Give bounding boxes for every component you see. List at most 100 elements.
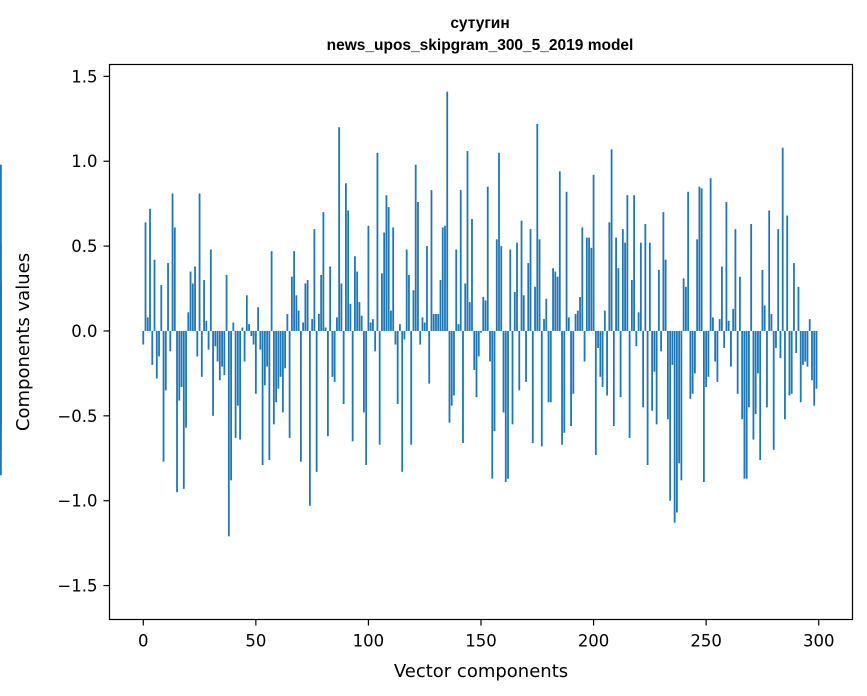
bar xyxy=(225,274,228,331)
bar xyxy=(450,330,453,406)
bar xyxy=(250,330,253,337)
bar xyxy=(448,330,451,423)
bar xyxy=(531,330,534,443)
bar xyxy=(441,227,444,331)
bar xyxy=(432,314,435,331)
bar xyxy=(682,278,685,331)
bar xyxy=(673,330,676,523)
bar xyxy=(689,330,692,399)
bar xyxy=(642,330,645,408)
bar xyxy=(401,330,404,472)
bar xyxy=(239,330,241,440)
bar xyxy=(399,324,401,331)
bar xyxy=(272,330,275,425)
bar xyxy=(545,298,548,331)
bar xyxy=(347,210,350,331)
bar xyxy=(759,330,762,460)
bar xyxy=(169,330,172,352)
bar xyxy=(486,186,489,331)
chart-title-line: news_upos_skipgram_300_5_2019 model xyxy=(327,37,634,54)
bar xyxy=(775,330,777,348)
bar xyxy=(358,302,361,331)
bar xyxy=(585,237,588,331)
bar xyxy=(372,319,374,331)
x-tick-label: 100 xyxy=(353,632,385,651)
bar xyxy=(299,330,302,462)
bar xyxy=(203,280,205,331)
bar xyxy=(804,330,807,362)
bar xyxy=(628,330,631,438)
bar xyxy=(360,315,363,331)
bar xyxy=(252,330,255,345)
bar xyxy=(419,330,422,345)
bar xyxy=(712,317,714,331)
bar xyxy=(813,330,816,406)
bar xyxy=(378,330,381,445)
bar xyxy=(394,330,397,345)
bar xyxy=(504,330,507,483)
bar xyxy=(477,330,480,357)
bar xyxy=(421,317,424,331)
bar xyxy=(786,215,789,331)
bar xyxy=(286,314,289,331)
bar xyxy=(284,330,287,369)
bar xyxy=(500,246,503,331)
bar xyxy=(489,330,491,362)
bar xyxy=(302,322,305,331)
bar xyxy=(209,249,212,331)
bar xyxy=(709,178,712,331)
bar xyxy=(383,232,386,331)
y-tick-label: 1.5 xyxy=(71,67,97,86)
bar xyxy=(414,164,417,331)
bar xyxy=(164,330,167,391)
bar xyxy=(261,330,264,466)
bar xyxy=(423,322,426,331)
bar xyxy=(245,295,248,331)
bar xyxy=(435,314,437,331)
bar xyxy=(191,283,194,331)
bar xyxy=(268,330,271,460)
bar xyxy=(459,190,462,331)
bar xyxy=(635,330,638,347)
bar xyxy=(167,263,169,331)
bar xyxy=(772,330,775,450)
x-tick-label: 50 xyxy=(245,632,266,651)
bar xyxy=(146,317,149,331)
bar xyxy=(565,191,568,331)
bar xyxy=(354,256,356,331)
bar xyxy=(153,259,156,331)
bar xyxy=(540,330,543,447)
bar xyxy=(365,330,368,466)
bar xyxy=(270,251,273,331)
bar xyxy=(547,330,550,403)
bar xyxy=(324,327,327,331)
bar xyxy=(495,239,498,331)
bar xyxy=(158,330,160,357)
bar xyxy=(367,225,370,331)
bar xyxy=(196,330,199,357)
bar xyxy=(666,330,669,420)
x-tick-label: 250 xyxy=(690,632,722,651)
bar xyxy=(412,290,415,331)
chart-title-line: сутугин xyxy=(450,15,509,32)
bar xyxy=(806,330,809,367)
bar xyxy=(581,227,584,331)
bar xyxy=(703,330,705,483)
bar xyxy=(471,218,473,331)
bar xyxy=(0,290,2,331)
bar xyxy=(313,229,316,331)
bar xyxy=(648,242,651,331)
bar xyxy=(594,330,597,455)
bar xyxy=(662,212,665,331)
y-axis: −1.5 −1.0 −0.5 0.0 0.5 1.0 1.5 xyxy=(57,67,110,596)
bar xyxy=(763,305,766,331)
bar xyxy=(516,242,518,331)
bar xyxy=(297,310,300,331)
bar xyxy=(660,330,663,352)
bar xyxy=(678,330,681,464)
bar xyxy=(768,210,771,331)
bar xyxy=(700,188,703,331)
bar xyxy=(160,285,163,331)
bar xyxy=(243,330,246,362)
bar xyxy=(766,330,768,408)
